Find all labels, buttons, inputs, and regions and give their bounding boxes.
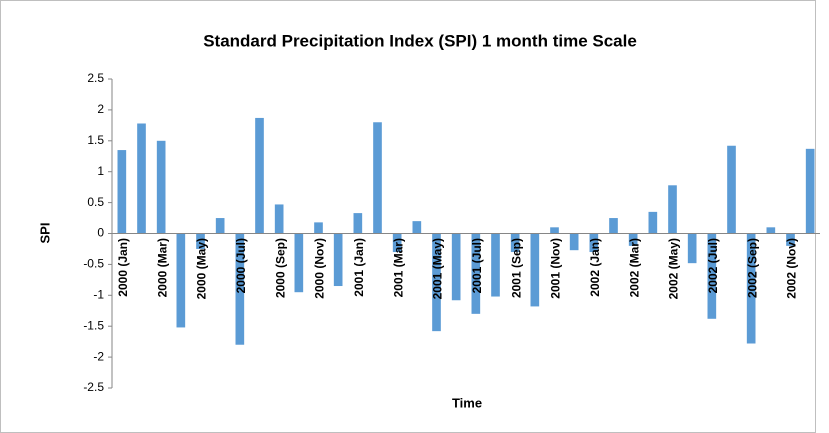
bar <box>373 122 382 234</box>
bar <box>471 233 481 314</box>
bar <box>550 227 559 234</box>
bar <box>609 218 618 234</box>
y-tick-label: 1 <box>97 164 104 178</box>
x-tick-label: 2001 (Jul) <box>470 238 484 293</box>
bar <box>137 123 146 234</box>
y-axis-label: SPI <box>37 223 52 244</box>
x-axis-label: Time <box>452 395 482 410</box>
x-tick-label: 2002 (Nov) <box>785 238 799 299</box>
bar <box>628 233 638 246</box>
bar <box>215 218 225 234</box>
y-tick-label: -0.5 <box>83 257 104 271</box>
bar <box>727 145 736 234</box>
x-tick-label: 2001 (Mar) <box>391 238 405 297</box>
x-tick-label: 2002 (Jan) <box>588 238 602 297</box>
bar <box>451 233 461 301</box>
bar <box>196 233 205 249</box>
x-tick-label: 2000 (May) <box>195 238 209 299</box>
bar <box>235 233 245 345</box>
bar <box>412 221 422 234</box>
bar <box>392 233 402 253</box>
y-tick-label: -1 <box>93 287 104 301</box>
bar <box>668 185 677 234</box>
x-tick-label: 2002 (Mar) <box>627 238 641 297</box>
bar <box>314 222 323 234</box>
y-tick-label: 0 <box>97 226 104 240</box>
bar <box>255 117 264 234</box>
y-tick-label: -1.5 <box>83 318 104 332</box>
x-tick-label: 2001 (Nov) <box>549 238 563 299</box>
bar <box>805 148 815 234</box>
bar <box>707 233 717 319</box>
bar <box>117 150 127 234</box>
x-tick-label: 2000 (Mar) <box>155 238 169 297</box>
bar <box>687 233 697 264</box>
bar <box>746 233 756 344</box>
y-tick-label: 1.5 <box>87 133 104 147</box>
bar <box>176 233 186 328</box>
bar <box>156 140 166 234</box>
bar <box>333 233 343 287</box>
bar <box>510 233 520 253</box>
bar <box>353 213 363 234</box>
y-tick-label: 0.5 <box>87 195 104 209</box>
bar <box>786 233 795 246</box>
x-tick-label: 2000 (Nov) <box>313 238 327 299</box>
x-tick-label: 2001 (Jan) <box>352 238 366 297</box>
y-tick-label: 2.5 <box>87 71 104 85</box>
x-tick-label: 2002 (Jul) <box>706 238 720 293</box>
x-tick-label: 2002 (Sep) <box>745 238 759 298</box>
bar <box>274 204 284 234</box>
chart-title: Standard Precipitation Index (SPI) 1 mon… <box>203 31 637 50</box>
x-tick-label: 2001 (Sep) <box>509 238 523 298</box>
bar <box>589 233 599 253</box>
x-tick-label: 2000 (Jan) <box>116 238 130 297</box>
x-tick-label: 2002 (May) <box>667 238 681 299</box>
x-tick-label: 2000 (Sep) <box>273 238 287 298</box>
x-tick-label: 2000 (Jul) <box>234 238 248 293</box>
bar <box>432 233 441 332</box>
y-tick-label: 2 <box>97 102 104 116</box>
y-tick-label: -2.5 <box>83 380 104 394</box>
bar <box>491 233 500 297</box>
bar <box>294 233 304 293</box>
bar <box>648 211 658 234</box>
y-tick-label: -2 <box>93 349 104 363</box>
x-tick-label: 2001 (May) <box>431 238 445 299</box>
bar <box>569 233 579 251</box>
bar <box>530 233 540 307</box>
bar <box>766 227 776 234</box>
